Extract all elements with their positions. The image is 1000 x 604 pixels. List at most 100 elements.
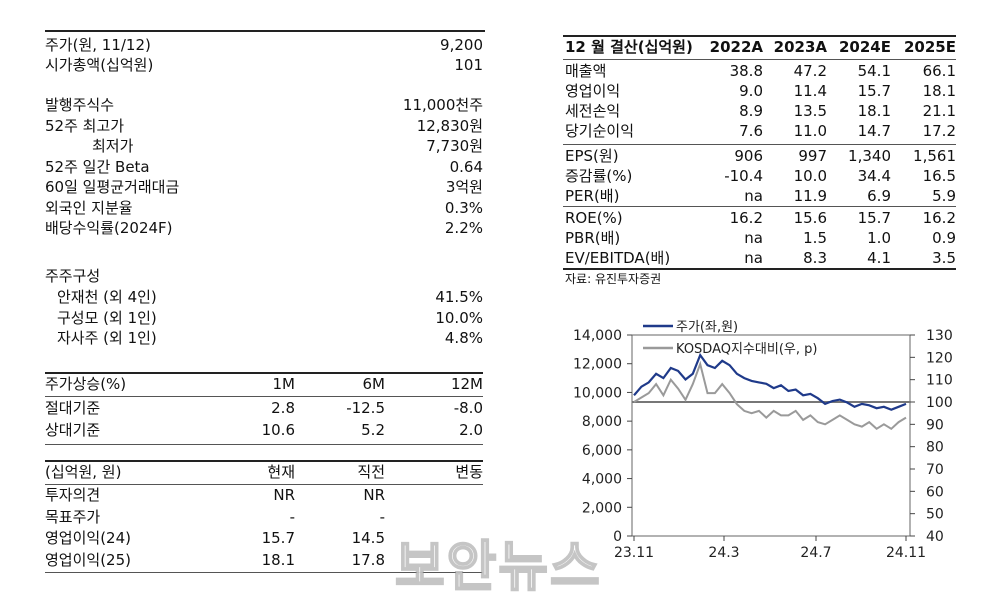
est-header-cell: 현재 xyxy=(267,463,295,481)
holder-row-value: 10.0% xyxy=(435,308,483,327)
x-tick-label: 24.3 xyxy=(708,545,739,561)
fin-row: 세전손익 8.9 13.5 18.1 21.1 xyxy=(563,101,956,121)
fin-row-cell: 15.7 xyxy=(857,82,891,100)
fin-header: 12 월 결산(십억원) 2022A 2023A 2024E 2025E xyxy=(563,37,956,57)
share-info-row: 배당수익률(2024F) 2.2% xyxy=(45,218,483,238)
share-info-row-label: 외국인 지분율 xyxy=(45,198,133,217)
source-text: 자료: 유진투자증권 xyxy=(565,272,662,286)
holder-row: 자사주 (외 1인) 4.8% xyxy=(45,328,483,348)
perf-header-rule xyxy=(45,396,483,397)
est-row: 투자의견 NR NR xyxy=(45,485,483,505)
holder-row-label: 자사주 (외 1인) xyxy=(57,329,157,347)
fin-row-cell: ROE(%) xyxy=(565,209,623,227)
est-row-cell: 투자의견 xyxy=(45,486,101,504)
fin-row-cell: 38.8 xyxy=(729,62,763,80)
fin-top-rule xyxy=(563,35,956,37)
est-bottom-rule xyxy=(45,572,483,573)
est-row-cell: 영업이익(24) xyxy=(45,529,131,547)
fin-row-cell: 11.4 xyxy=(793,82,827,100)
fin-row-cell: 47.2 xyxy=(793,62,827,80)
fin-row: 영업이익 9.0 11.4 15.7 18.1 xyxy=(563,81,956,101)
perf-header: 주가상승(%) 1M 6M 12M xyxy=(45,374,483,394)
fin-row-cell: 18.1 xyxy=(922,82,956,100)
fin-header-cell: 2024E xyxy=(839,38,891,56)
holder-row: 안재천 (외 4인) 41.5% xyxy=(45,287,483,307)
left-tick-label: 6,000 xyxy=(582,443,622,459)
perf-top-rule xyxy=(45,372,483,374)
price-row-value: 9,200 xyxy=(440,36,483,54)
watermark: 보안뉴스 xyxy=(394,534,602,599)
fin-row-cell: 당기순이익 xyxy=(565,122,635,140)
fin-row-cell: 15.7 xyxy=(857,209,891,227)
share-info-row-label: 발행주식수 xyxy=(45,96,115,114)
fin-header-cell: 2022A xyxy=(709,38,763,56)
left-tick-label: 8,000 xyxy=(582,414,622,430)
est-row-cell: NR xyxy=(273,486,295,504)
fin-row-cell: EV/EBITDA(배) xyxy=(565,249,671,267)
share-info-row-label: 최저가 xyxy=(92,137,134,155)
est-header: (십억원, 원) 현재 직전 변동 xyxy=(45,462,483,482)
fin-bottom-rule xyxy=(563,268,956,270)
right-tick-label: 120 xyxy=(926,350,953,366)
perf-header-cell: 주가상승(%) xyxy=(45,375,127,393)
perf-row-cell: 2.0 xyxy=(459,421,483,439)
perf-row-cell: 10.6 xyxy=(261,421,295,439)
est-row-cell: 목표주가 xyxy=(45,507,101,526)
fin-row-cell: 15.6 xyxy=(793,209,827,227)
legend-label: KOSDAQ지수대비(우, p) xyxy=(676,342,817,357)
perf-row: 상대기준 10.6 5.2 2.0 xyxy=(45,420,483,440)
fin-row: ROE(%) 16.2 15.6 15.7 16.2 xyxy=(563,208,956,228)
share-info-row-label: 52주 일간 Beta xyxy=(45,157,150,176)
fin-row-cell: 11.0 xyxy=(793,122,827,140)
est-row-cell: - xyxy=(379,507,385,526)
fin-header-cell: 12 월 결산(십억원) xyxy=(565,38,693,56)
fin-row-cell: PBR(배) xyxy=(565,229,621,247)
price-row-label: 주가(원, 11/12) xyxy=(45,36,151,54)
est-row: 목표주가 - - xyxy=(45,507,483,527)
left-tick-label: 0 xyxy=(613,529,622,545)
perf-row-cell: -12.5 xyxy=(346,399,385,417)
fin-row-cell: 1,561 xyxy=(913,147,956,165)
price-row-label: 시가총액(십억원) xyxy=(45,56,154,74)
fin-row-cell: 6.9 xyxy=(867,187,891,205)
fin-row-cell: 17.2 xyxy=(922,122,956,140)
x-tick-label: 23.11 xyxy=(614,545,654,561)
est-top-rule xyxy=(45,460,483,462)
share-info-row: 최저가 7,730원 xyxy=(45,136,483,156)
share-info-row: 52주 최고가 12,830원 xyxy=(45,116,483,136)
fin-row-cell: 증감률(%) xyxy=(565,167,633,185)
x-tick-label: 24.11 xyxy=(886,545,926,561)
fin-row-cell: 8.9 xyxy=(739,102,763,120)
price-row-value: 101 xyxy=(454,56,483,74)
fin-header-cell: 2023A xyxy=(773,38,827,56)
fin-row: EPS(원) 906 997 1,340 1,561 xyxy=(563,146,956,166)
fin-header-rule xyxy=(563,59,956,60)
left-tick-label: 14,000 xyxy=(573,328,622,344)
right-tick-label: 100 xyxy=(926,395,953,411)
fin-row-cell: 1.0 xyxy=(867,229,891,247)
stock-chart: 0 2,000 4,000 6,000 8,000 10,000 12,000 14,000 4… xyxy=(573,320,953,561)
plot-frame xyxy=(631,334,911,537)
perf-row: 절대기준 2.8 -12.5 -8.0 xyxy=(45,398,483,418)
fin-group-rule xyxy=(563,144,956,145)
fin-row-cell: 54.1 xyxy=(857,62,891,80)
fin-row-cell: 16.2 xyxy=(922,209,956,227)
share-info-row-value: 3억원 xyxy=(445,178,483,196)
table-top-rule xyxy=(45,30,485,32)
fin-row-cell: 16.5 xyxy=(922,167,956,185)
holders-title-row: 주주구성 xyxy=(45,266,483,286)
fin-row-cell: 영업이익 xyxy=(565,82,621,100)
series-line-price xyxy=(633,352,907,411)
fin-row-cell: 66.1 xyxy=(922,62,956,80)
perf-header-cell: 6M xyxy=(362,375,386,393)
est-row-cell: - xyxy=(289,507,295,526)
share-info-row-value: 12,830원 xyxy=(416,116,483,135)
holder-row-label: 안재천 (외 4인) xyxy=(57,288,157,306)
est-row: 영업이익(25) 18.1 17.8 xyxy=(45,550,483,570)
fin-row-cell: 4.1 xyxy=(867,249,891,267)
share-info-row-label: 52주 최고가 xyxy=(45,116,125,135)
share-info-row-value: 0.3% xyxy=(444,198,483,217)
share-info-row-value: 7,730원 xyxy=(426,137,483,155)
fin-row-cell: 3.5 xyxy=(932,249,956,267)
fin-row-cell: 16.2 xyxy=(729,209,763,227)
